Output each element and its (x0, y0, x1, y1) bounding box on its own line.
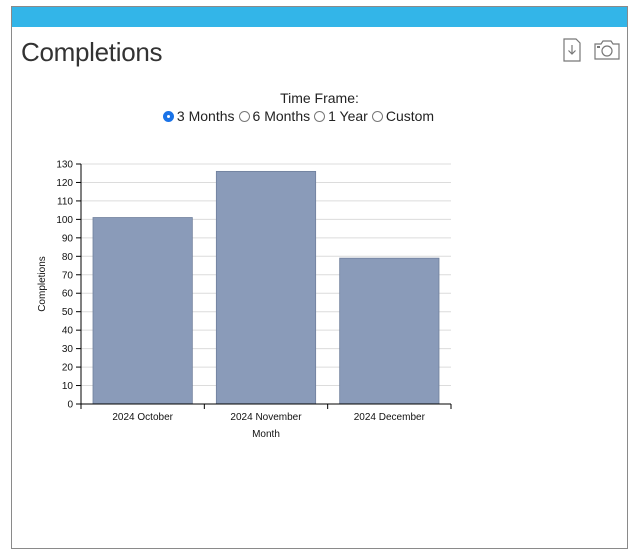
timeframe-option-custom[interactable]: Custom (371, 107, 434, 125)
bar-2024-october[interactable] (92, 217, 193, 405)
x-tick-label: 2024 October (112, 412, 173, 423)
y-axis: 0 10 20 30 40 50 60 70 80 90 100 110 120 130 (56, 160, 82, 411)
x-axis: 2024 October 2024 November 2024 December (80, 403, 452, 423)
radio-icon[interactable] (314, 110, 326, 122)
timeframe-option-1-year[interactable]: 1 Year (314, 107, 368, 125)
radio-selected-icon[interactable] (162, 110, 174, 122)
bar-2024-december[interactable] (339, 257, 440, 405)
bars (92, 170, 440, 405)
y-tick-label: 100 (56, 215, 73, 226)
timeframe-option-6-months[interactable]: 6 Months (238, 107, 310, 125)
y-tick-label: 130 (56, 160, 73, 171)
y-tick-label: 60 (62, 289, 74, 300)
y-axis-title: Completions (37, 256, 48, 312)
y-tick-label: 110 (57, 196, 73, 207)
completions-panel: Completions Time Frame: 3 Months 6 Month… (11, 6, 628, 549)
radio-icon[interactable] (238, 110, 250, 122)
x-tick-label: 2024 December (354, 412, 426, 423)
bar-chart: 0 10 20 30 40 50 60 70 80 90 100 110 120 130 2024 Oct… (37, 160, 452, 440)
y-tick-label: 50 (62, 307, 74, 318)
y-tick-label: 30 (62, 344, 74, 355)
x-axis-title: Month (252, 429, 280, 440)
timeframe-option-3-months[interactable]: 3 Months (162, 107, 235, 125)
y-tick-label: 0 (67, 400, 73, 411)
y-tick-label: 10 (62, 381, 74, 392)
y-tick-label: 120 (56, 178, 73, 189)
y-tick-label: 40 (62, 326, 74, 337)
y-tick-label: 20 (62, 363, 74, 374)
timeframe-label: Time Frame: (280, 90, 359, 106)
y-tick-label: 70 (62, 270, 74, 281)
camera-icon[interactable] (593, 38, 621, 62)
bar-2024-november[interactable] (215, 170, 317, 405)
timeframe-control: Time Frame: 3 Months 6 Months 1 Year Cus… (12, 89, 627, 125)
y-tick-label: 90 (62, 233, 74, 244)
download-icon[interactable] (562, 38, 582, 62)
panel-title: Completions (21, 37, 163, 67)
radio-icon[interactable] (371, 110, 383, 122)
y-tick-label: 80 (62, 252, 74, 263)
x-tick-label: 2024 November (230, 412, 302, 423)
panel-header-bar (12, 7, 627, 27)
